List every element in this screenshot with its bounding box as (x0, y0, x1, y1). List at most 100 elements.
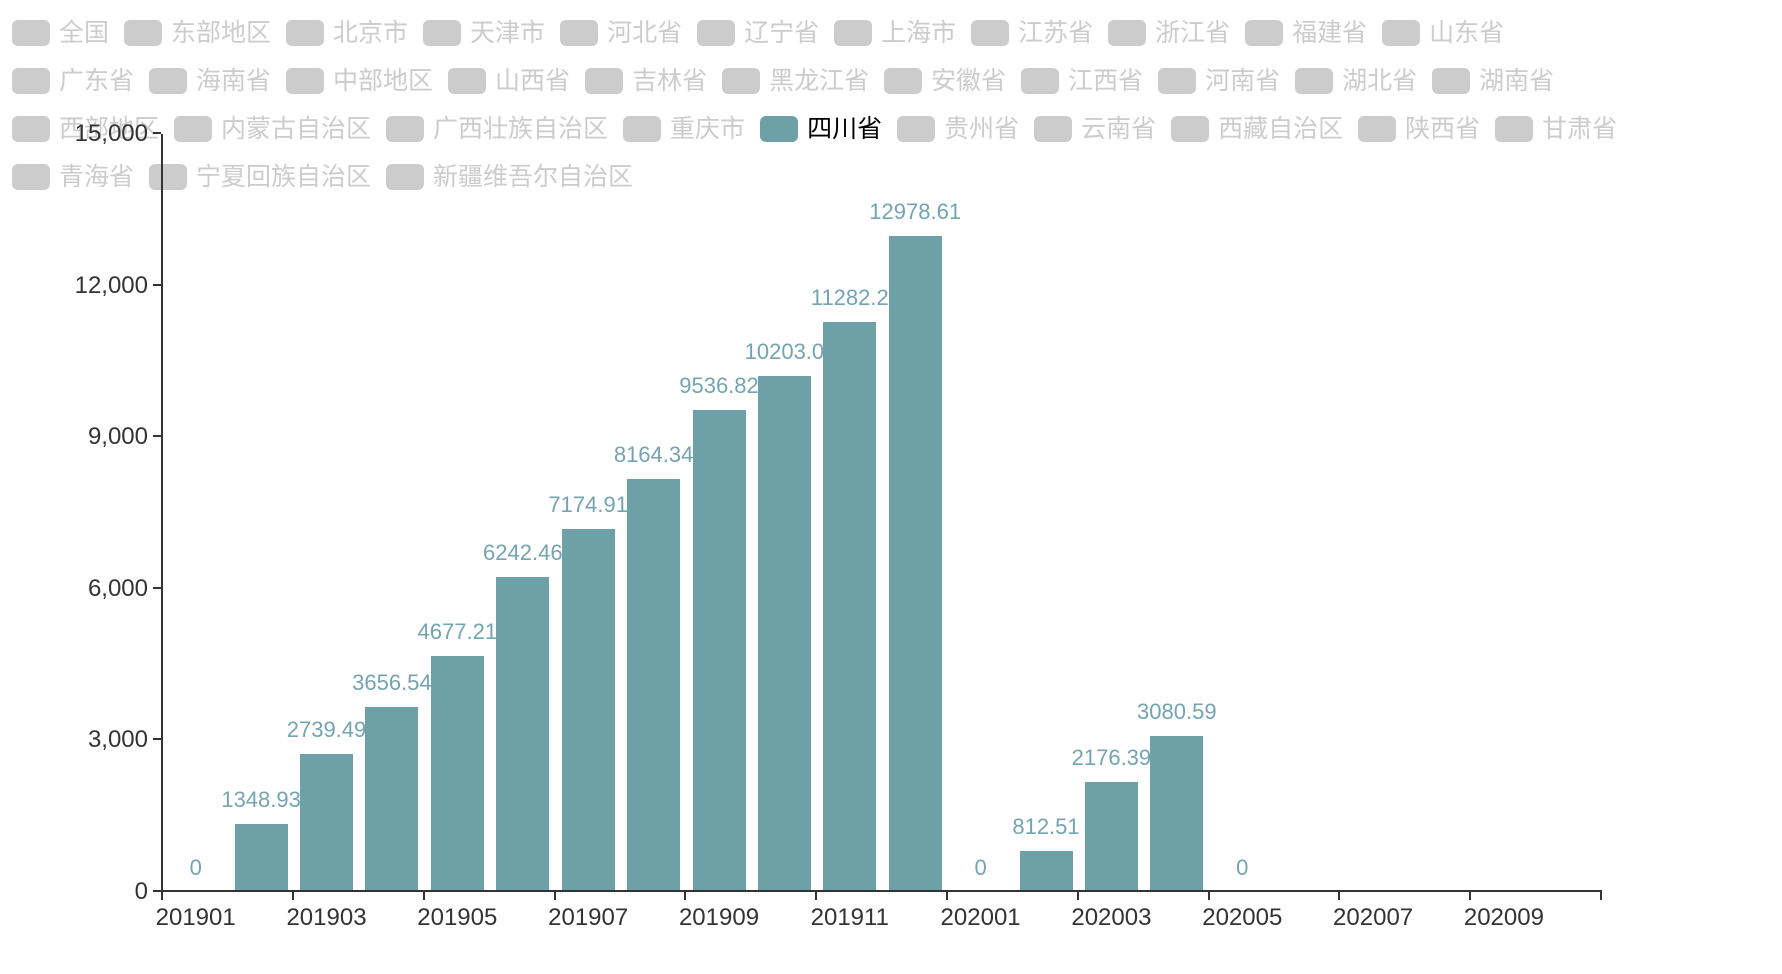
legend-swatch-icon (897, 116, 936, 142)
x-axis-line (161, 890, 1602, 892)
legend-item-label: 河南省 (1205, 67, 1281, 95)
bar-value-label: 1348.93 (221, 787, 301, 812)
legend-item[interactable]: 青海省 (12, 164, 134, 190)
legend-item[interactable]: 山东省 (1382, 20, 1504, 46)
y-axis-line (161, 134, 163, 892)
x-axis-label: 201905 (417, 904, 498, 931)
bar-value-label: 12978.61 (869, 199, 962, 224)
legend-item[interactable]: 天津市 (423, 20, 545, 46)
bar (888, 236, 942, 892)
legend-item[interactable]: 河北省 (560, 20, 682, 46)
legend-item[interactable]: 西藏自治区 (1171, 116, 1343, 142)
bar (496, 577, 550, 892)
legend-item[interactable]: 贵州省 (897, 116, 1019, 142)
legend-item[interactable]: 安徽省 (884, 68, 1006, 94)
x-axis-label: 201909 (678, 904, 760, 931)
legend-item-label: 重庆市 (670, 115, 746, 143)
legend-item[interactable]: 重庆市 (623, 116, 745, 142)
legend-item[interactable]: 湖北省 (1295, 68, 1417, 94)
legend-item[interactable]: 辽宁省 (697, 20, 819, 46)
bar (1084, 782, 1138, 892)
legend-item[interactable]: 浙江省 (1108, 20, 1230, 46)
legend-item[interactable]: 山西省 (448, 68, 570, 94)
legend-swatch-icon (386, 164, 425, 190)
legend-swatch-icon (834, 20, 873, 46)
legend-row: 青海省 宁夏回族自治区 新疆维吾尔自治区 (12, 164, 1632, 190)
bar-value-label: 9536.82 (679, 373, 759, 398)
x-axis-label: 202005 (1202, 904, 1283, 931)
legend-swatch-icon (1245, 20, 1284, 46)
bar-value-label: 8164.34 (613, 442, 694, 467)
legend-item[interactable]: 陕西省 (1358, 116, 1480, 142)
legend-item-label: 广西壮族自治区 (433, 115, 609, 143)
y-axis-tick (153, 132, 161, 134)
legend-item[interactable]: 四川省 (760, 116, 882, 142)
legend-item[interactable]: 黑龙江省 (722, 68, 869, 94)
legend-row: 广东省 海南省 中部地区 山西省 吉林省 黑龙江省 安徽省 江西省 河南省 湖北省 湖南省 (12, 68, 1632, 94)
legend-item[interactable]: 福建省 (1245, 20, 1367, 46)
legend-item[interactable]: 湖南省 (1432, 68, 1554, 94)
legend-item-label: 浙江省 (1155, 19, 1231, 47)
x-axis-label: 201911 (810, 904, 889, 931)
bar (430, 656, 484, 892)
legend-item[interactable]: 广东省 (12, 68, 134, 94)
bar-value-label: 812.51 (1012, 814, 1080, 839)
legend-item-label: 四川省 (807, 115, 883, 143)
legend-item[interactable]: 海南省 (149, 68, 271, 94)
legend-item[interactable]: 中部地区 (286, 68, 433, 94)
legend-item[interactable]: 上海市 (834, 20, 956, 46)
y-axis-label: 9,000 (87, 423, 148, 451)
legend-item[interactable]: 东部地区 (124, 20, 271, 46)
legend-item-label: 青海省 (59, 163, 135, 191)
legend-item[interactable]: 西部地区 (12, 116, 159, 142)
legend-item[interactable]: 全国 (12, 20, 109, 46)
bar-value-label: 4677.21 (417, 619, 498, 644)
bar (823, 322, 877, 892)
legend-item-label: 东部地区 (171, 19, 272, 47)
legend-swatch-icon (149, 164, 188, 190)
legend-item-label: 吉林省 (632, 67, 708, 95)
legend-item[interactable]: 新疆维吾尔自治区 (386, 164, 633, 190)
legend-swatch-icon (423, 20, 462, 46)
legend-item-label: 上海市 (881, 19, 957, 47)
legend-swatch-icon (1021, 68, 1060, 94)
legend-item[interactable]: 内蒙古自治区 (174, 116, 371, 142)
bar (234, 824, 288, 892)
y-axis-label: 6,000 (87, 574, 148, 602)
legend-item-label: 山东省 (1429, 19, 1505, 47)
legend-swatch-icon (286, 20, 325, 46)
y-axis-tick (153, 283, 161, 286)
legend-swatch-icon (386, 116, 425, 142)
legend-swatch-icon (1108, 20, 1147, 46)
bar (1019, 851, 1073, 892)
legend-swatch-icon (448, 68, 487, 94)
legend-item[interactable]: 吉林省 (585, 68, 707, 94)
legend-item-label: 贵州省 (944, 115, 1020, 143)
legend-item-label: 河北省 (607, 19, 683, 47)
legend-item[interactable]: 河南省 (1158, 68, 1280, 94)
y-axis-tick (153, 586, 161, 589)
legend-item[interactable]: 江西省 (1021, 68, 1143, 94)
x-axis-label: 202003 (1071, 904, 1152, 931)
bar-value-label: 3656.54 (352, 670, 432, 695)
legend-item-label: 北京市 (333, 19, 409, 47)
x-axis-tick (1338, 892, 1341, 900)
legend-swatch-icon (884, 68, 923, 94)
x-axis-tick (291, 892, 294, 900)
legend-item[interactable]: 广西壮族自治区 (386, 116, 608, 142)
legend-item[interactable]: 甘肃省 (1495, 116, 1617, 142)
legend-swatch-icon (697, 20, 736, 46)
legend-swatch-icon (1034, 116, 1073, 142)
legend-item[interactable]: 宁夏回族自治区 (149, 164, 371, 190)
bar-value-label: 11282.2 (810, 285, 889, 310)
legend-item[interactable]: 云南省 (1034, 116, 1156, 142)
legend-item-label: 天津市 (470, 19, 546, 47)
legend-item[interactable]: 北京市 (286, 20, 408, 46)
legend-item[interactable]: 江苏省 (971, 20, 1093, 46)
legend-swatch-icon (1432, 68, 1471, 94)
bar-value-label: 7174.91 (548, 492, 628, 517)
bar-value-label: 6242.46 (483, 540, 563, 565)
x-axis-tick (945, 892, 948, 900)
x-axis-tick (1600, 892, 1602, 900)
